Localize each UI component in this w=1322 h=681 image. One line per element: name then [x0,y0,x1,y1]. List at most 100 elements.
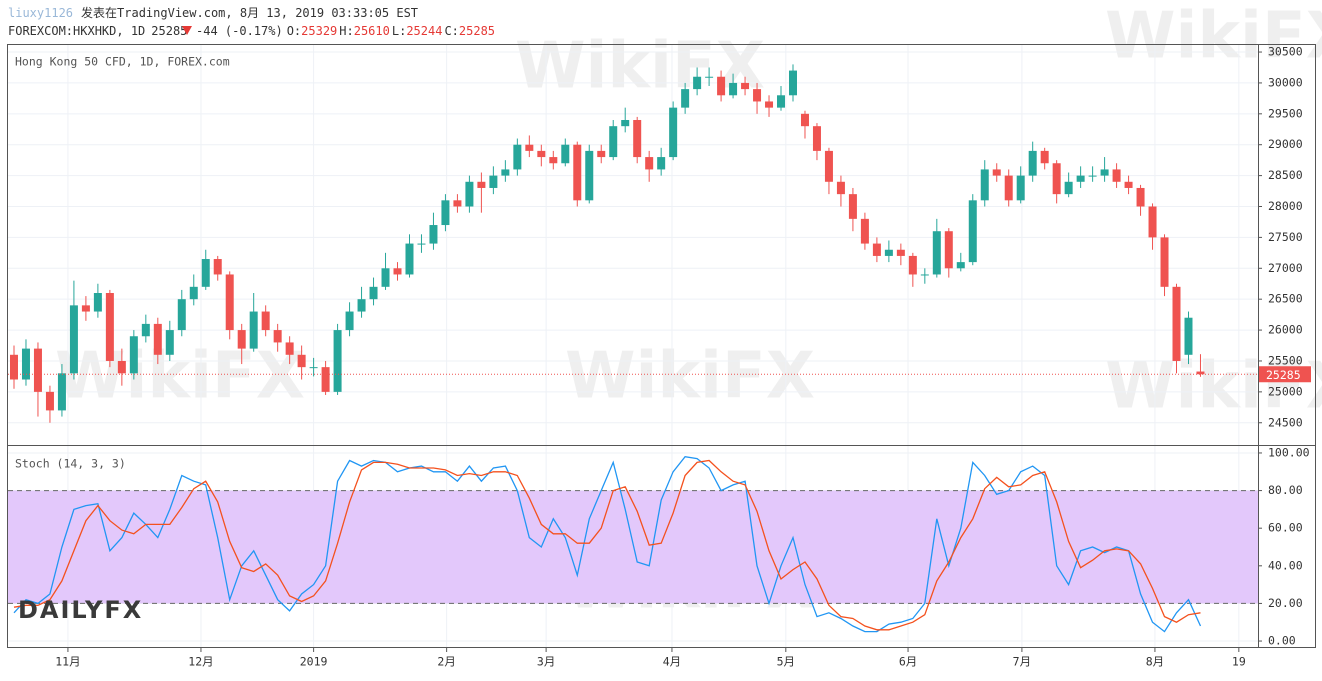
candle-body [441,200,450,226]
candle-body [812,126,821,151]
symbol-line: FOREXCOM:HKXHKD, 1D 25285 [8,24,187,38]
author: liuxy1126 [8,6,73,20]
candle-body [93,293,102,312]
candle-body [1016,175,1025,201]
candle-body [681,89,690,108]
candle-body [501,169,510,176]
candle-body [573,144,582,201]
last-price-label: 25285 [1266,368,1301,382]
candle-body [669,107,678,158]
y-tick-label: 40.00 [1268,558,1303,572]
candle-body [836,181,845,195]
watermark: WikiFX [1105,350,1322,424]
plot-layer: WikiFXWikiFXWikiFXWikiFXWikiFXWikiFX2450… [8,0,1322,669]
ohlc-line: -44 (-0.17%) O:25329 H:25610 L:25244 C:25285 [196,24,495,38]
candle-body [1160,237,1169,287]
candle-body [141,323,150,337]
y-tick-label: 30500 [1268,45,1303,59]
candle-body [896,249,905,256]
candle-body [381,268,390,287]
candle-body [777,95,786,108]
y-tick-label: 25000 [1268,384,1303,398]
candle-body [860,218,869,244]
high-value: 25610 [354,24,390,38]
candle-body [393,268,402,275]
candle-body [69,305,78,374]
candle-body [129,336,138,374]
candle-body [717,76,726,96]
low-label: L: [392,24,406,38]
logo: DAILYFX [18,596,143,624]
candle-body [932,231,941,275]
candle-body [1124,181,1133,188]
candle-body [1196,371,1205,375]
candle-body [705,76,714,78]
watermark: WikiFX [1105,0,1322,74]
candle-body [765,101,774,108]
x-tick-label: 8月 [1146,655,1164,669]
x-tick-label: 11月 [55,655,80,669]
pane-title: Stoch (14, 3, 3) [15,457,126,471]
y-tick-label: 100.00 [1268,445,1310,459]
candle-body [1064,181,1073,195]
candle-body [369,286,378,300]
y-tick-label: 24500 [1268,415,1303,429]
candle-body [908,255,917,275]
candle-body [549,157,558,164]
watermark: WikiFX [565,340,815,414]
candle-body [57,373,66,411]
candle-body [956,262,965,269]
candle-body [537,150,546,158]
candle-body [992,169,1001,176]
y-tick-label: 26500 [1268,292,1303,306]
candle-body [1040,150,1049,164]
stoch-line [13,459,1201,631]
symbol: FOREXCOM:HKXHKD, 1D [8,24,145,38]
candle-body [968,200,977,263]
candle-body [321,367,330,392]
y-tick-label: 27000 [1268,261,1303,275]
candle-body [273,330,282,343]
high-label: H: [339,24,353,38]
candle-body [309,367,318,369]
candle-body [1100,169,1109,176]
candle-body [729,82,738,96]
candle-body [237,330,246,349]
candle-body [597,150,606,158]
candle-body [345,311,354,331]
candle-body [800,113,809,127]
candle-body [657,157,666,170]
candle-body [285,342,294,355]
stoch-line [13,455,1202,633]
x-tick-label: 2019 [300,655,328,669]
candle-body [621,119,630,127]
candle-body [645,157,654,170]
candle-body [297,354,306,368]
candle-body [1004,175,1013,201]
candle-body [453,200,462,207]
y-tick-label: 28000 [1268,199,1303,213]
candle-body [609,126,618,158]
candle-body [177,299,186,331]
published-info: 发表在TradingView.com, 8月 13, 2019 03:33:05… [81,5,418,20]
candle-body [153,323,162,355]
last-price: 25285 [151,24,187,38]
candle-body [81,305,90,312]
x-tick-label: 4月 [663,655,681,669]
candle-body [249,311,258,349]
y-tick-label: 0.00 [1268,634,1296,648]
candle-body [525,144,534,151]
candle-body [45,391,54,411]
candle-body [513,144,522,170]
candle-body [189,286,198,300]
candle-body [201,259,210,287]
candle-body [225,274,234,331]
candle-body [788,70,797,96]
frame [7,44,1316,648]
candle-body [980,169,989,201]
x-tick-label: 12月 [188,655,213,669]
candle-body [465,181,474,207]
candle-body [1028,150,1037,176]
watermark: WikiFX [55,340,305,414]
